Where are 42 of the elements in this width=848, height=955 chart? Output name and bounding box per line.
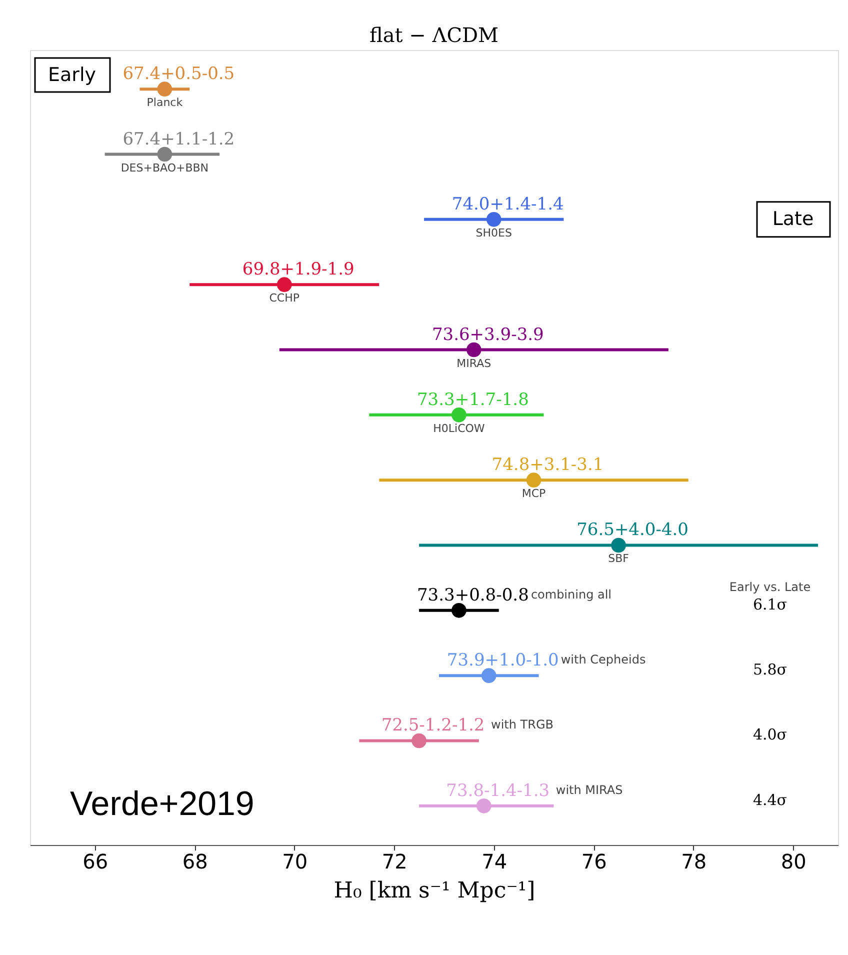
- data-label: 74.8+3.1-3.1: [492, 455, 604, 476]
- annotation: 4.4σ: [752, 790, 788, 809]
- x-tick-label: 70: [282, 850, 308, 874]
- y-tick-label: Planck: [146, 96, 184, 110]
- y-tick-label: with MIRAS: [556, 782, 623, 797]
- annotation: Early: [48, 64, 96, 86]
- annotation: 6.1σ: [752, 595, 788, 614]
- y-tick-label: SBF: [608, 552, 629, 566]
- annotation: Verde+2019: [70, 785, 254, 823]
- annotation: Early vs. Late: [729, 580, 811, 594]
- x-tick-label: 66: [82, 850, 108, 874]
- y-tick-label: DES+BAO+BBN: [120, 161, 209, 174]
- y-tick-label: with TRGB: [491, 718, 554, 732]
- chart-title: flat − ΛCDM: [369, 23, 499, 47]
- x-tick-label: 80: [780, 850, 806, 874]
- annotation: 5.8σ: [752, 660, 788, 679]
- x-tick-label: 78: [681, 850, 707, 874]
- x-tick-label: 76: [581, 850, 607, 874]
- data-label: 74.0+1.4-1.4: [452, 194, 564, 214]
- data-label: 72.5-1.2-1.2: [381, 716, 485, 736]
- data-label: 73.3+0.8-0.8: [416, 585, 529, 606]
- y-tick-label: MIRAS: [456, 356, 492, 370]
- y-tick-label: CCHP: [269, 292, 300, 305]
- y-tick-label: combining all: [530, 587, 612, 602]
- x-tick-label: 68: [182, 850, 208, 874]
- data-label: 67.4+1.1-1.2: [122, 129, 235, 150]
- x-tick-label: 74: [482, 850, 508, 874]
- y-tick-label: with Cepheids: [560, 652, 646, 667]
- y-tick-label: SH0ES: [476, 226, 512, 240]
- data-label: 73.8-1.4-1.3: [446, 780, 550, 801]
- data-label: 67.4+0.5-0.5: [122, 64, 235, 84]
- x-axis-title: H₀ [km s⁻¹ Mpc⁻¹]: [334, 878, 536, 904]
- data-label: 73.3+1.7-1.8: [416, 390, 529, 410]
- annotation: Late: [772, 208, 814, 230]
- y-tick-label: H0LiCOW: [433, 422, 485, 435]
- data-label: 69.8+1.9-1.9: [242, 260, 354, 280]
- data-label: 73.6+3.9-3.9: [432, 324, 544, 345]
- x-tick-label: 72: [382, 850, 408, 874]
- data-label: 73.9+1.0-1.0: [446, 650, 559, 671]
- data-label: 76.5+4.0-4.0: [576, 520, 689, 540]
- y-tick-label: MCP: [522, 487, 546, 500]
- annotation: 4.0σ: [752, 726, 788, 744]
